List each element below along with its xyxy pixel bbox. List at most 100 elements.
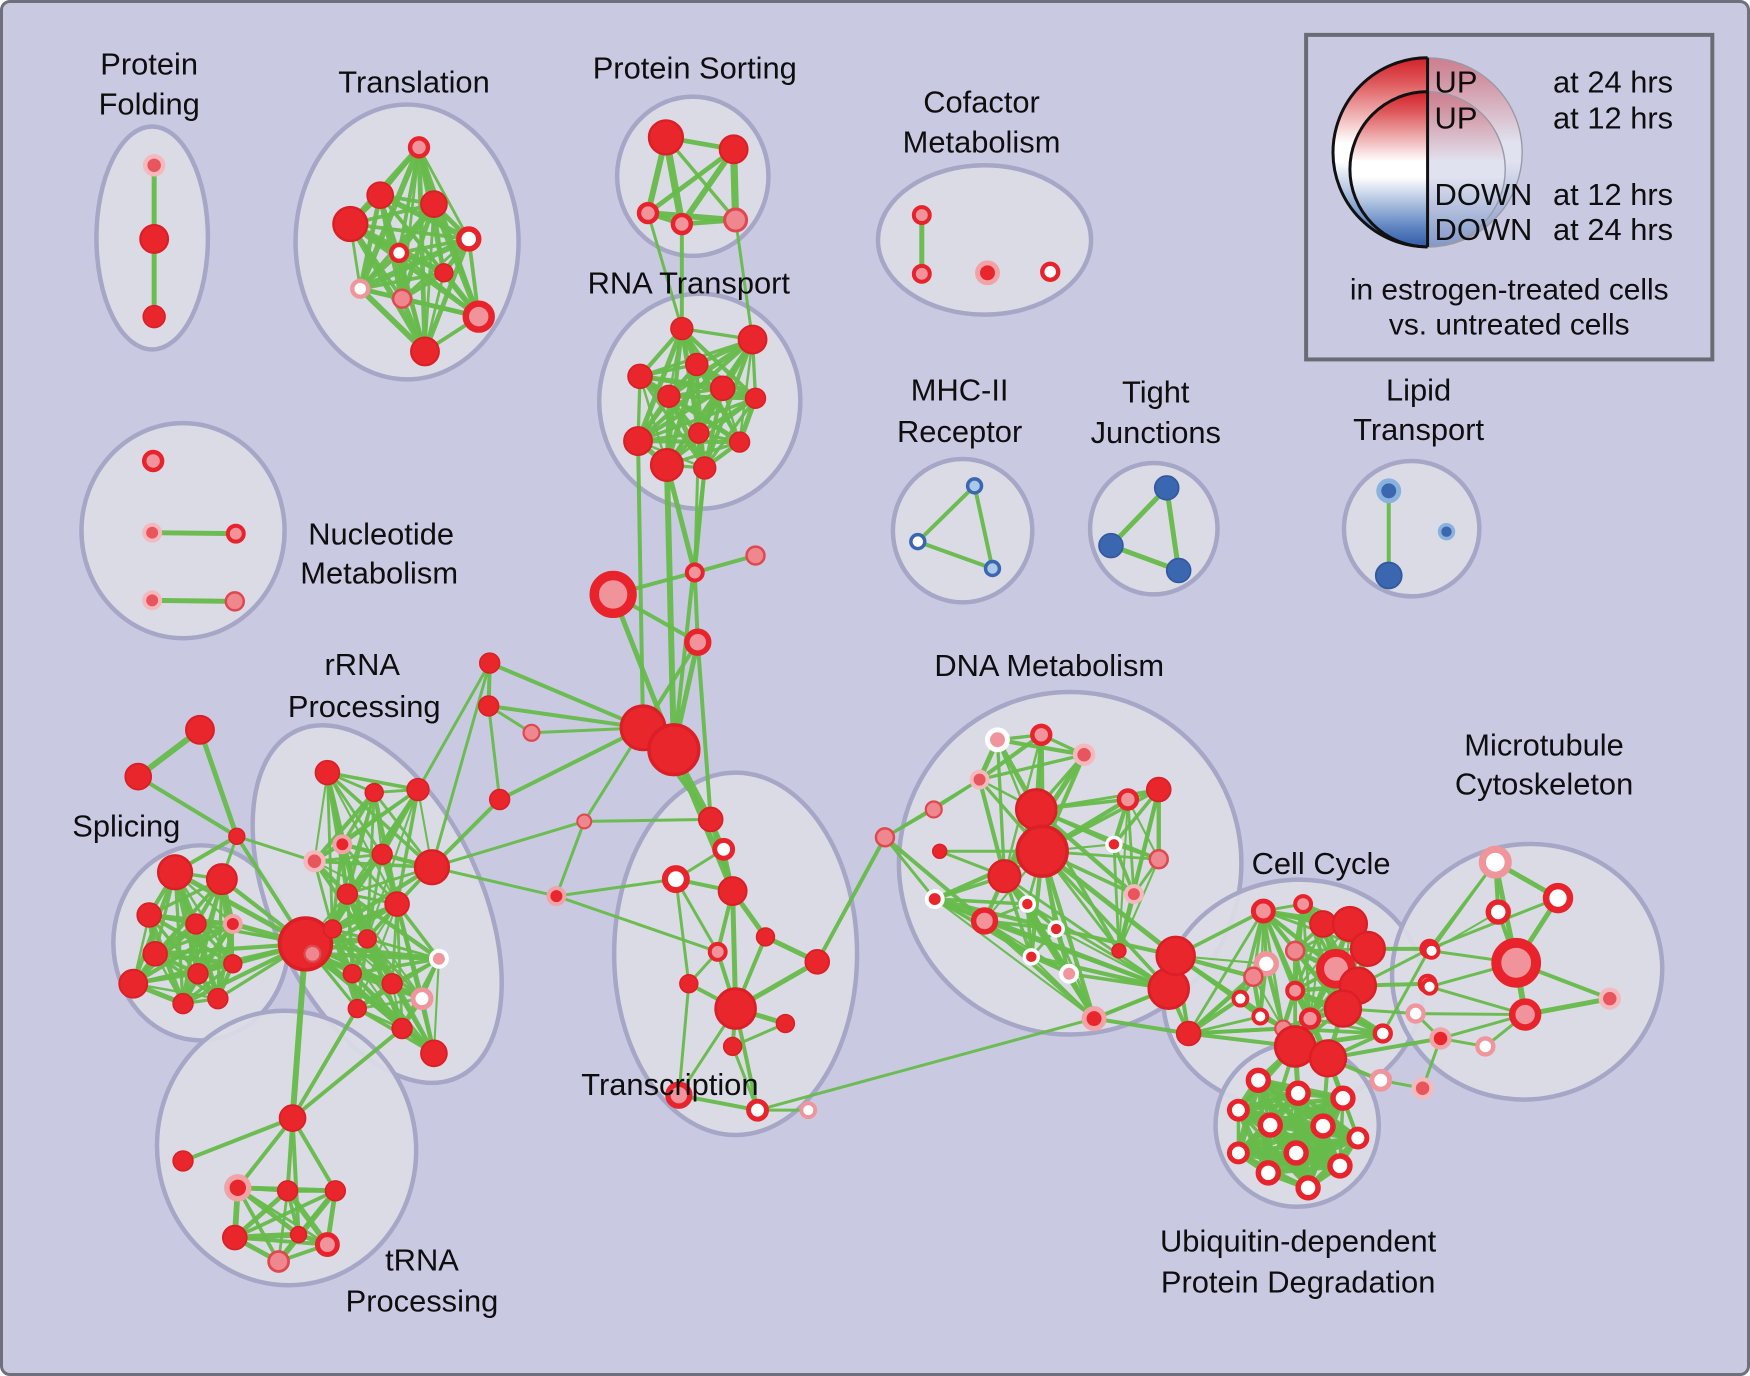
network-node-129	[874, 827, 896, 848]
network-edge	[430, 819, 586, 869]
network-edge	[664, 462, 698, 575]
network-node-121	[969, 769, 990, 790]
network-edge	[977, 732, 1044, 782]
network-node-135	[1018, 895, 1037, 913]
network-edge	[666, 336, 756, 399]
network-node-26	[623, 426, 653, 457]
network-edge	[277, 1189, 289, 1263]
legend-arc-inner	[1348, 90, 1428, 249]
network-node-133	[924, 889, 945, 910]
network-edge	[638, 374, 707, 470]
network-edge	[313, 859, 334, 931]
network-edge	[1117, 798, 1129, 952]
network-node-127	[987, 859, 1022, 894]
legend-down-12-label: DOWN	[1435, 177, 1533, 212]
legend-footnote-line2: vs. untreated cells	[1389, 309, 1630, 342]
network-node-24	[709, 375, 736, 402]
network-node-88	[420, 1039, 448, 1068]
network-edge	[972, 483, 995, 571]
network-node-72	[406, 777, 430, 802]
network-edge	[289, 940, 309, 1122]
network-node-75	[371, 843, 393, 865]
network-node-161	[1308, 1039, 1348, 1078]
network-edge	[1186, 1026, 1286, 1036]
network-node-60	[136, 902, 162, 928]
network-node-45	[1098, 532, 1124, 559]
network-node-91	[224, 1174, 252, 1202]
legend-down-24-time: at 24 hrs	[1553, 212, 1673, 247]
network-node-76	[413, 849, 451, 886]
network-edge	[345, 891, 442, 961]
network-node-1	[139, 224, 170, 254]
network-edge	[1428, 985, 1527, 1017]
network-edge	[882, 835, 987, 923]
network-node-126	[1015, 824, 1069, 878]
network-node-118	[985, 727, 1010, 753]
network-edge	[1164, 485, 1182, 574]
network-edge	[1108, 485, 1170, 549]
cluster-ellipse-lipid-transport	[1341, 458, 1482, 599]
cluster-label-protein-folding: Folding	[99, 87, 200, 122]
network-node-96	[267, 1250, 290, 1273]
network-node-83	[381, 973, 403, 995]
network-node-98	[478, 652, 501, 674]
network-edge	[235, 834, 316, 863]
network-edge	[635, 386, 725, 444]
network-edge	[136, 774, 239, 839]
network-node-143	[1175, 1020, 1202, 1047]
network-edge	[149, 597, 238, 604]
network-edge	[671, 465, 707, 752]
network-node-189	[1295, 1175, 1321, 1201]
network-canvas: Protein Folding Translation Protein Sorting…	[72, 32, 1715, 1318]
network-node-30	[693, 456, 717, 480]
network-node-171	[1485, 899, 1511, 925]
network-node-63	[142, 941, 168, 967]
cluster-label-tight-junctions: Junctions	[1091, 415, 1221, 450]
network-edge	[1381, 947, 1432, 1035]
network-edge	[397, 251, 481, 319]
network-node-56	[124, 762, 153, 791]
network-node-154	[1231, 989, 1250, 1008]
network-node-150	[1253, 951, 1279, 977]
network-node-138	[1059, 963, 1080, 984]
network-edge	[416, 661, 492, 792]
network-edge	[153, 922, 235, 956]
network-node-52	[225, 523, 246, 544]
network-edge	[312, 790, 377, 864]
cluster-label-splicing: Splicing	[72, 808, 180, 843]
network-edge	[983, 919, 1071, 975]
network-node-158	[1298, 1007, 1322, 1030]
network-edge	[915, 483, 977, 544]
network-node-169	[1478, 845, 1512, 879]
network-edge	[1025, 902, 1171, 991]
network-node-31	[684, 562, 705, 583]
cluster-label-ubiquitin-degradation: Ubiquitin-dependent	[1160, 1224, 1437, 1259]
network-node-110	[679, 973, 699, 994]
network-node-104	[661, 865, 690, 894]
network-node-119	[1030, 723, 1053, 746]
cluster-label-nucleotide-metabolism: Metabolism	[300, 555, 458, 590]
network-node-173	[1420, 977, 1439, 996]
network-node-174	[1491, 937, 1542, 988]
network-node-54	[224, 591, 246, 612]
network-edge	[636, 439, 646, 730]
network-node-107	[717, 876, 748, 907]
network-edge	[310, 951, 442, 961]
network-node-120	[1072, 743, 1096, 766]
network-node-47	[1376, 478, 1402, 504]
network-edge	[417, 145, 471, 241]
network-node-34	[684, 628, 712, 656]
network-node-48	[1374, 561, 1403, 590]
network-edge	[702, 386, 725, 471]
network-node-2	[142, 304, 166, 329]
network-edge	[692, 553, 758, 575]
network-node-103	[712, 837, 736, 861]
network-node-65	[187, 963, 209, 985]
network-node-156	[1251, 1007, 1270, 1026]
network-edge	[636, 396, 758, 443]
network-edge	[181, 1116, 295, 1163]
cluster-label-cell-cycle: Cell Cycle	[1252, 846, 1391, 881]
network-edge	[915, 539, 995, 571]
cluster-label-trna-processing: Processing	[346, 1283, 499, 1318]
legend-up-12-time: at 12 hrs	[1553, 100, 1673, 135]
